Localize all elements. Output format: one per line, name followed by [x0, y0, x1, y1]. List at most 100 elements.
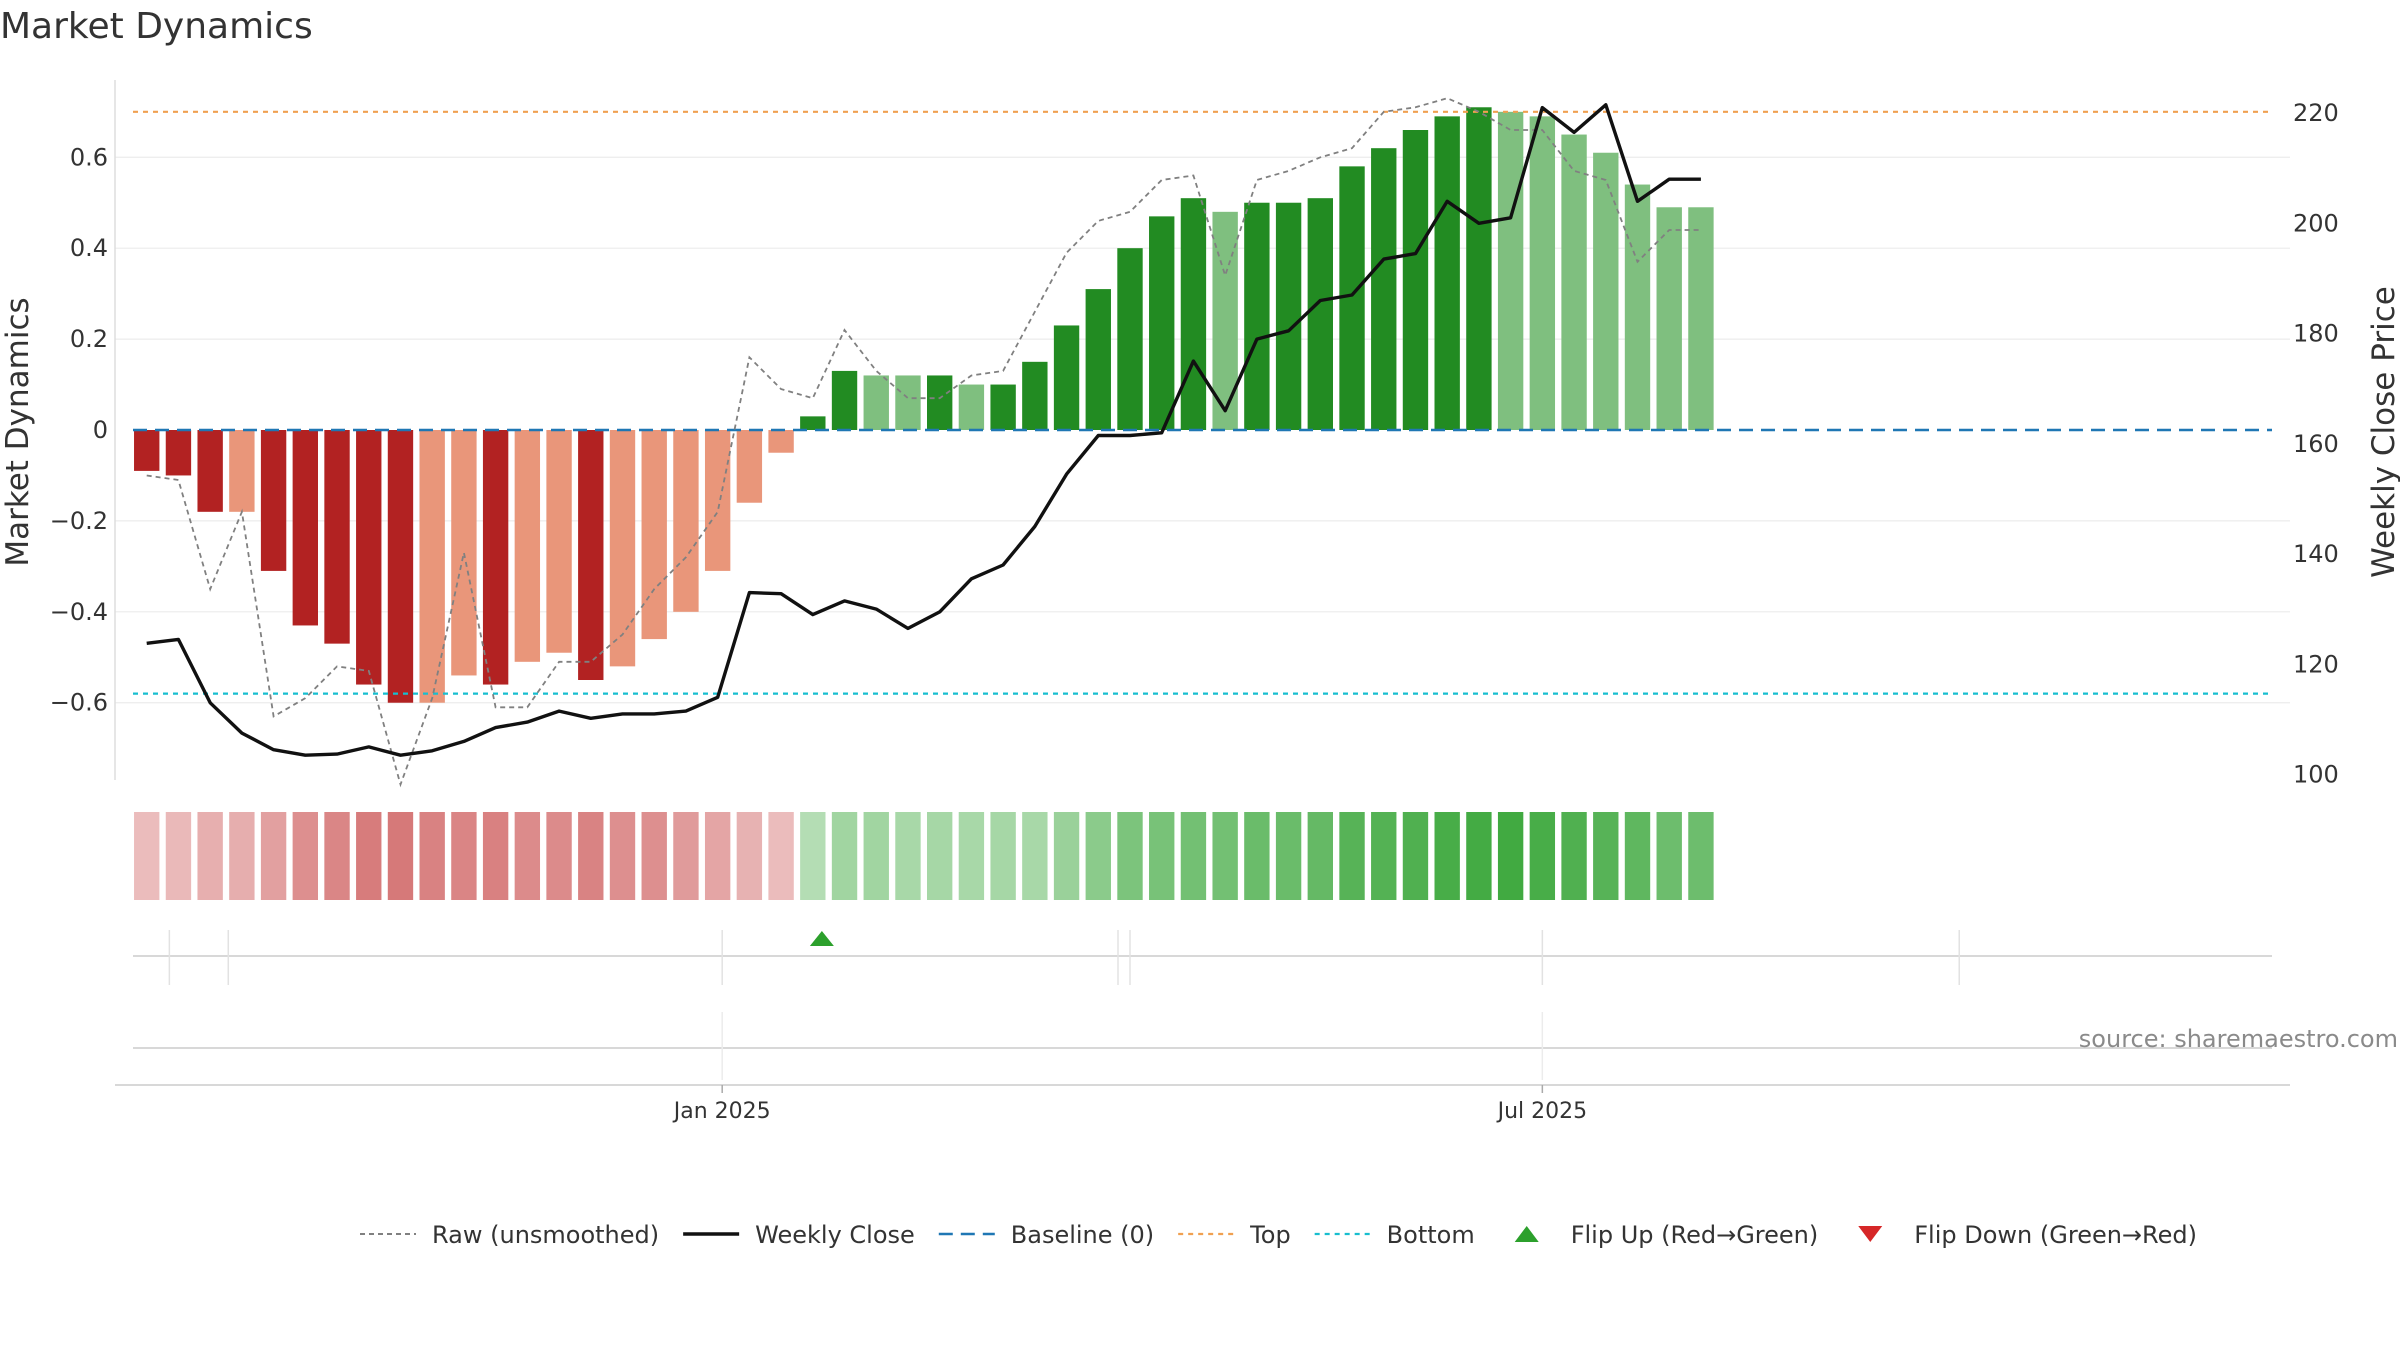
left-tick-label: −0.6 — [50, 689, 108, 717]
bar — [1149, 216, 1175, 430]
strength-cell — [1497, 812, 1524, 900]
date-tick-label: Jan 2025 — [672, 1099, 771, 1124]
strength-cell — [1402, 812, 1429, 900]
bar — [990, 384, 1016, 430]
strength-cell — [1307, 812, 1333, 900]
strength-cell — [292, 812, 318, 900]
bar — [958, 384, 985, 430]
strength-strip — [134, 812, 1714, 900]
legend-item-top: Top — [1178, 1221, 1291, 1249]
left-tick-label: 0 — [93, 416, 108, 444]
bar — [387, 430, 414, 703]
close-series — [146, 103, 1701, 757]
strength-cell — [546, 812, 572, 900]
strength-cell — [451, 812, 477, 900]
strength-cell — [958, 812, 985, 900]
right-tick-label: 100 — [2293, 760, 2339, 788]
legend-label: Flip Down (Green→Red) — [1914, 1221, 2197, 1249]
legend-item-bottom: Bottom — [1314, 1221, 1475, 1249]
strength-cell — [1117, 812, 1143, 900]
legend-item-flipdown: Flip Down (Green→Red) — [1858, 1221, 2197, 1249]
left-axis-label: Market Dynamics — [0, 297, 36, 566]
right-axis-ticks: 100 120 140 160 180 200 220 — [2293, 99, 2339, 788]
bar — [1117, 248, 1143, 430]
strength-cell — [927, 812, 953, 900]
source-label: source: sharemaestro.com — [2079, 1025, 2398, 1053]
strength-cell — [197, 812, 223, 900]
lower-panel-gridlines — [721, 1012, 1544, 1080]
legend-item-flipup: Flip Up (Red→Green) — [1514, 1221, 1819, 1249]
right-tick-label: 160 — [2293, 430, 2339, 458]
strength-cell — [419, 812, 445, 900]
bar — [1529, 116, 1556, 430]
strength-cell — [578, 812, 604, 900]
bar — [1307, 198, 1333, 430]
strength-cell — [356, 812, 382, 900]
bar — [1402, 130, 1429, 430]
bar — [863, 375, 889, 430]
bar — [260, 430, 287, 571]
bar — [451, 430, 477, 676]
strength-cell — [1466, 812, 1492, 900]
reference-lines — [133, 110, 2272, 695]
bar — [419, 430, 445, 703]
left-axis-ticks: −0.6 −0.4 −0.2 0 0.2 0.4 0.6 — [50, 143, 108, 716]
flip-up-marker — [809, 931, 834, 946]
strength-cell — [324, 812, 350, 900]
bar — [1593, 152, 1619, 430]
strength-cell — [1688, 812, 1714, 900]
bar — [1688, 207, 1714, 430]
legend: Raw (unsmoothed) Weekly Close Baseline (0)… — [360, 1221, 2197, 1249]
strength-cell — [1339, 812, 1365, 900]
strength-cell — [1561, 812, 1587, 900]
bar — [927, 375, 953, 430]
right-tick-label: 200 — [2293, 209, 2339, 237]
left-tick-label: 0.2 — [70, 325, 108, 353]
flip-markers — [809, 931, 834, 946]
strength-cell — [1624, 812, 1651, 900]
left-tick-label: 0.6 — [70, 143, 108, 171]
strength-cell — [800, 812, 826, 900]
legend-label: Top — [1249, 1221, 1291, 1249]
strength-cell — [1371, 812, 1397, 900]
legend-item-raw: Raw (unsmoothed) — [360, 1221, 659, 1249]
bar — [1022, 361, 1048, 430]
right-tick-label: 220 — [2293, 99, 2339, 127]
bar — [1656, 207, 1682, 430]
right-tick-label: 120 — [2293, 650, 2339, 678]
legend-label: Flip Up (Red→Green) — [1571, 1221, 1819, 1249]
left-tick-label: 0.4 — [70, 234, 108, 262]
bar — [1624, 184, 1651, 430]
legend-label: Baseline (0) — [1011, 1221, 1154, 1249]
strength-cell — [165, 812, 192, 900]
strength-cell — [1053, 812, 1080, 900]
legend-swatch — [1514, 1226, 1539, 1242]
strength-cell — [1085, 812, 1111, 900]
legend-label: Bottom — [1387, 1221, 1475, 1249]
strength-cell — [704, 812, 731, 900]
strength-cell — [990, 812, 1016, 900]
strength-cell — [641, 812, 667, 900]
right-tick-label: 180 — [2293, 320, 2339, 348]
bar — [768, 430, 794, 453]
lower-panel: source: sharemaestro.com — [133, 1012, 2398, 1080]
bar — [356, 430, 382, 685]
strength-cell — [1275, 812, 1302, 900]
signal-panel-gridlines — [168, 930, 1960, 985]
strength-cell — [387, 812, 414, 900]
legend-label: Weekly Close — [755, 1221, 915, 1249]
strength-cell — [673, 812, 699, 900]
bar — [800, 416, 826, 430]
bar — [292, 430, 318, 626]
bar — [165, 430, 192, 476]
bar — [1466, 107, 1492, 430]
legend-item-close: Weekly Close — [683, 1221, 915, 1249]
strength-cell — [1593, 812, 1619, 900]
legend-item-baseline: Baseline (0) — [938, 1221, 1154, 1249]
strength-cell — [1656, 812, 1682, 900]
strength-cell — [1149, 812, 1175, 900]
right-axis-label: Weekly Close Price — [2366, 286, 2400, 578]
bar — [324, 430, 350, 644]
bar — [1434, 116, 1460, 430]
